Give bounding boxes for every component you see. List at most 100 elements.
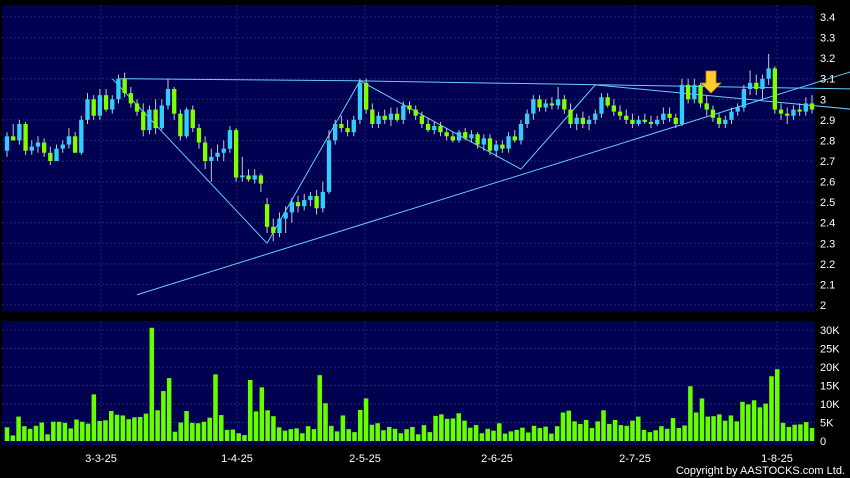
volume-bar <box>780 422 786 441</box>
volume-bar <box>630 420 635 441</box>
volume-bar <box>705 416 711 441</box>
volume-bar <box>108 411 114 441</box>
volume-bar <box>415 434 421 441</box>
candle-body <box>72 136 78 153</box>
volume-tick-label: 30K <box>820 325 840 337</box>
candle-body <box>630 119 635 124</box>
candle-body <box>401 105 406 120</box>
copyright-text: Copyright by AASTOCKS.com Ltd. <box>676 465 845 477</box>
volume-bar <box>276 427 282 441</box>
candle-body <box>754 82 759 89</box>
candle-body <box>475 134 480 145</box>
candle-body <box>524 113 530 124</box>
candle-body <box>636 119 641 124</box>
candle-body <box>797 109 802 112</box>
price-tick-label: 2.6 <box>820 177 835 189</box>
price-tick-label: 2.3 <box>820 238 835 250</box>
candle-body <box>586 119 592 124</box>
candle-body <box>240 175 245 178</box>
volume-bar <box>329 425 334 441</box>
price-panel: 2 2.1 2.2 2.3 2.4 2.5 2.6 2.7 2.8 2.9 3 3.1 3.2 3.3 3.… <box>2 5 850 312</box>
candle-body <box>79 119 84 153</box>
volume-bar <box>502 433 508 441</box>
candle-body <box>134 103 140 112</box>
candle-body <box>425 123 431 131</box>
volume-bar <box>300 433 305 441</box>
candle-body <box>562 99 567 110</box>
volume-bar <box>242 435 247 441</box>
volume-bar <box>809 428 815 441</box>
candle-body <box>487 138 493 151</box>
candle-body <box>456 132 462 141</box>
volume-bar <box>549 433 554 441</box>
candle-body <box>302 200 307 207</box>
trendline-top-b <box>353 80 850 90</box>
candle-body <box>85 99 90 120</box>
candle-body <box>141 111 146 131</box>
price-tick-label: 3.2 <box>820 53 835 65</box>
volume-bar <box>398 433 404 441</box>
candle-body <box>314 195 319 209</box>
volume-axis: 0 5K 10K 15K 20K 25K 30K <box>820 325 840 448</box>
candle-body <box>555 99 561 106</box>
candle-body <box>116 78 121 100</box>
volume-bar <box>323 403 328 441</box>
volume-bar <box>195 423 201 441</box>
volume-bar <box>520 427 525 441</box>
volume-bar <box>190 422 195 441</box>
volume-bar <box>386 426 392 441</box>
candle-body <box>760 78 765 89</box>
candle-body <box>785 113 790 116</box>
candle-body <box>277 218 282 233</box>
volume-bar <box>763 403 768 441</box>
candle-body <box>196 128 202 143</box>
price-tick-label: 3 <box>820 94 826 106</box>
candle-body <box>611 105 617 112</box>
price-tick-label: 2.1 <box>820 279 835 291</box>
candle-body <box>704 103 709 110</box>
volume-bar <box>143 413 149 441</box>
candle-body <box>506 136 511 149</box>
volume-bar <box>219 415 224 441</box>
candle-body <box>469 134 474 139</box>
volume-tick-label: 0 <box>820 436 826 448</box>
volume-bar <box>404 429 409 441</box>
candle-body <box>394 113 400 120</box>
volume-bar <box>91 394 97 441</box>
volume-bar <box>253 411 259 441</box>
volume-bar <box>728 415 734 441</box>
volume-bar <box>531 425 537 441</box>
volume-bar <box>363 398 369 441</box>
candle-body <box>803 103 808 112</box>
candle-body <box>29 146 34 151</box>
candle-body <box>227 130 233 149</box>
down-arrow-marker <box>700 70 722 94</box>
volume-bar <box>22 426 27 441</box>
candle-body <box>190 109 195 129</box>
candle-body <box>11 136 16 141</box>
candle-body <box>363 82 369 110</box>
volume-bar <box>473 425 479 441</box>
trendline-recovery <box>520 84 596 170</box>
candle-body <box>673 117 678 124</box>
volume-bar <box>572 421 577 441</box>
volume-bar <box>410 426 415 441</box>
candle-body <box>692 84 697 100</box>
volume-bar <box>746 404 751 441</box>
candle-body <box>500 144 505 149</box>
candle-body <box>549 103 555 106</box>
candle-body <box>766 68 771 79</box>
candle-body <box>481 138 486 145</box>
volume-bar <box>120 415 126 441</box>
candle-body <box>147 109 152 131</box>
volume-bar <box>137 416 143 441</box>
candle-body <box>667 113 672 118</box>
price-tick-label: 2.2 <box>820 259 835 271</box>
volume-bar <box>711 416 716 441</box>
candle-body <box>648 121 654 124</box>
volume-bar <box>427 432 433 441</box>
x-axis: 3-3-25 1-4-25 2-5-25 2-6-25 2-7-25 1-8-25 <box>85 453 793 465</box>
volume-bar <box>803 422 809 441</box>
volume-bar <box>97 421 102 441</box>
candle-body <box>605 97 610 106</box>
